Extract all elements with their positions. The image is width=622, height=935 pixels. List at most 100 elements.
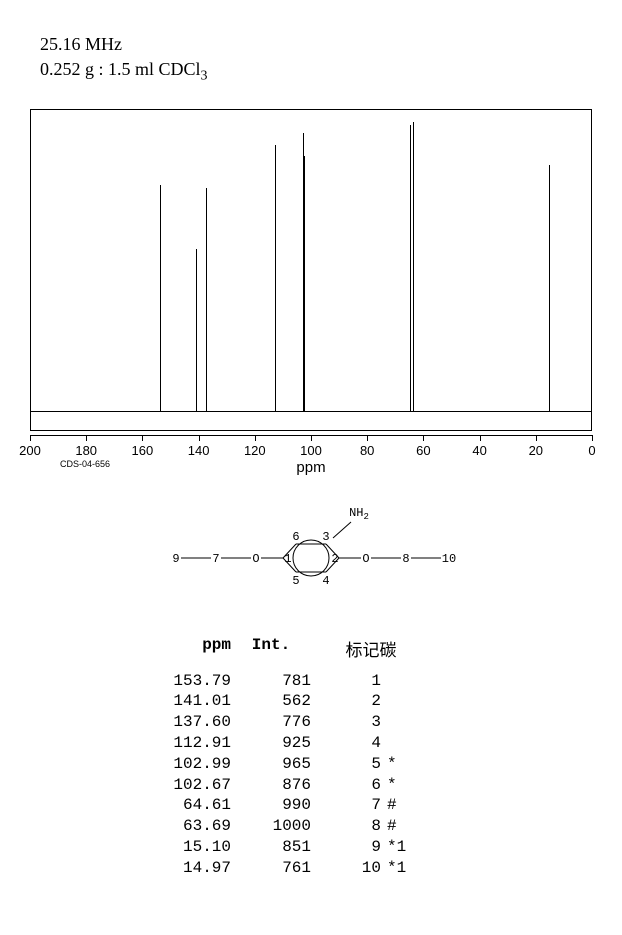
atom-3: 3 [322, 530, 329, 544]
tick [536, 435, 537, 441]
cell-int: 781 [231, 671, 311, 692]
cell-int: 761 [231, 858, 311, 879]
table-row: 141.015622 [131, 691, 491, 712]
cell-assign: 8 [311, 816, 381, 837]
cell-mark: # [381, 795, 427, 816]
tick-label: 140 [188, 443, 210, 458]
table-row: 63.6910008# [131, 816, 491, 837]
peak [413, 122, 414, 412]
chemical-structure: 9 7 O 1 6 3 2 4 5 O 8 10 NH2 [141, 496, 481, 621]
cell-mark: *1 [381, 858, 427, 879]
table-row: 15.108519*1 [131, 837, 491, 858]
tick [30, 435, 31, 441]
cell-assign: 4 [311, 733, 381, 754]
cell-mark [381, 712, 427, 733]
cell-assign: 7 [311, 795, 381, 816]
tick [592, 435, 593, 441]
cell-int: 965 [231, 754, 311, 775]
sample-label: 0.252 g : 1.5 ml CDCl3 [40, 59, 622, 85]
tick [480, 435, 481, 441]
tick-label: 80 [360, 443, 374, 458]
nh2-label: NH2 [349, 506, 369, 522]
spectrum: 200180160140120100806040200 CDS-04-656 p… [30, 109, 592, 476]
cell-mark [381, 691, 427, 712]
cell-mark: * [381, 775, 427, 796]
tick-label: 0 [588, 443, 595, 458]
peak [410, 125, 411, 412]
sample-text: 0.252 g : 1.5 ml CDCl [40, 59, 201, 79]
atom-6: 6 [292, 530, 299, 544]
table-row: 102.999655* [131, 754, 491, 775]
table-row: 153.797811 [131, 671, 491, 692]
atom-4: 4 [322, 574, 329, 588]
cell-mark: # [381, 816, 427, 837]
table-row: 112.919254 [131, 733, 491, 754]
atom-1: 1 [284, 552, 291, 566]
tick-label: 180 [75, 443, 97, 458]
atom-10: 10 [442, 552, 456, 566]
header-assign: 标记碳 [311, 636, 431, 661]
cell-assign: 6 [311, 775, 381, 796]
cell-ppm: 102.99 [131, 754, 231, 775]
cell-assign: 2 [311, 691, 381, 712]
tick-label: 160 [132, 443, 154, 458]
tick-label: 20 [529, 443, 543, 458]
cell-mark: *1 [381, 837, 427, 858]
tick-label: 120 [244, 443, 266, 458]
cell-ppm: 15.10 [131, 837, 231, 858]
tick [423, 435, 424, 441]
cell-assign: 10 [311, 858, 381, 879]
peak [549, 191, 550, 411]
cell-assign: 3 [311, 712, 381, 733]
cell-int: 876 [231, 775, 311, 796]
atom-9: 9 [172, 552, 179, 566]
x-axis: 200180160140120100806040200 [30, 435, 592, 475]
table-row: 64.619907# [131, 795, 491, 816]
cell-assign: 5 [311, 754, 381, 775]
header-int: Int. [231, 636, 311, 661]
table-row: 14.9776110*1 [131, 858, 491, 879]
tick-label: 200 [19, 443, 41, 458]
cell-mark [381, 671, 427, 692]
sample-sub: 3 [201, 69, 208, 84]
peak [206, 188, 207, 411]
peak [275, 145, 276, 412]
cell-assign: 1 [311, 671, 381, 692]
cell-int: 776 [231, 712, 311, 733]
cell-mark [381, 733, 427, 754]
peak [304, 156, 305, 411]
cell-ppm: 102.67 [131, 775, 231, 796]
atom-8: 8 [402, 552, 409, 566]
cell-int: 925 [231, 733, 311, 754]
atom-7: 7 [212, 552, 219, 566]
spectrum-plot [30, 109, 592, 431]
tick [142, 435, 143, 441]
data-table: ppm Int. 标记碳 153.797811141.015622137.607… [131, 636, 491, 879]
cell-ppm: 64.61 [131, 795, 231, 816]
cell-mark: * [381, 754, 427, 775]
cell-int: 1000 [231, 816, 311, 837]
o-right: O [362, 552, 369, 566]
cell-ppm: 14.97 [131, 858, 231, 879]
cell-ppm: 153.79 [131, 671, 231, 692]
cell-int: 851 [231, 837, 311, 858]
peak [196, 249, 197, 411]
o-left: O [252, 552, 259, 566]
cell-int: 990 [231, 795, 311, 816]
cell-ppm: 63.69 [131, 816, 231, 837]
tick-label: 100 [300, 443, 322, 458]
table-row: 102.678766* [131, 775, 491, 796]
frequency-label: 25.16 MHz [40, 34, 622, 55]
tick-label: 60 [416, 443, 430, 458]
atom-2: 2 [331, 552, 338, 566]
tick [199, 435, 200, 441]
cell-ppm: 141.01 [131, 691, 231, 712]
table-row: 137.607763 [131, 712, 491, 733]
header-ppm: ppm [131, 636, 231, 661]
tick-label: 40 [472, 443, 486, 458]
tick [86, 435, 87, 441]
header: 25.16 MHz 0.252 g : 1.5 ml CDCl3 [0, 0, 622, 99]
atom-5: 5 [292, 574, 299, 588]
peak [160, 185, 161, 411]
cell-assign: 9 [311, 837, 381, 858]
